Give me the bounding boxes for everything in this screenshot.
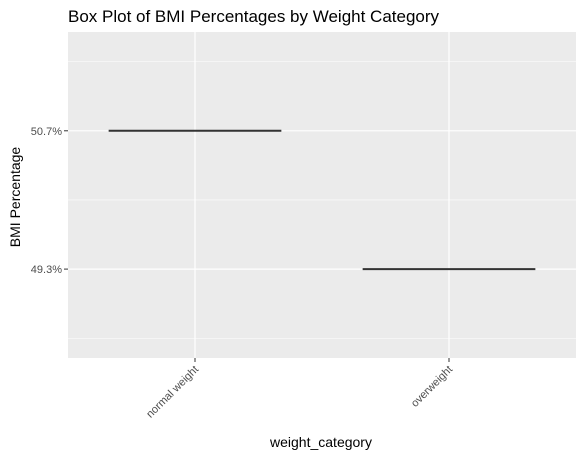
x-tick-label: overweight: [409, 364, 455, 410]
chart-title: Box Plot of BMI Percentages by Weight Ca…: [68, 7, 440, 26]
plot-panel: [68, 32, 576, 358]
y-tick-label: 49.3%: [31, 264, 62, 276]
x-axis-title: weight_category: [269, 434, 372, 450]
x-axis: normal weight overweight: [144, 358, 455, 421]
y-tick-label: 50.7%: [31, 126, 62, 138]
boxes: [108, 129, 536, 271]
y-axis: 49.3% 50.7%: [31, 126, 68, 276]
y-axis-title: BMI Percentage: [7, 147, 23, 248]
x-tick-label: normal weight: [144, 364, 201, 421]
